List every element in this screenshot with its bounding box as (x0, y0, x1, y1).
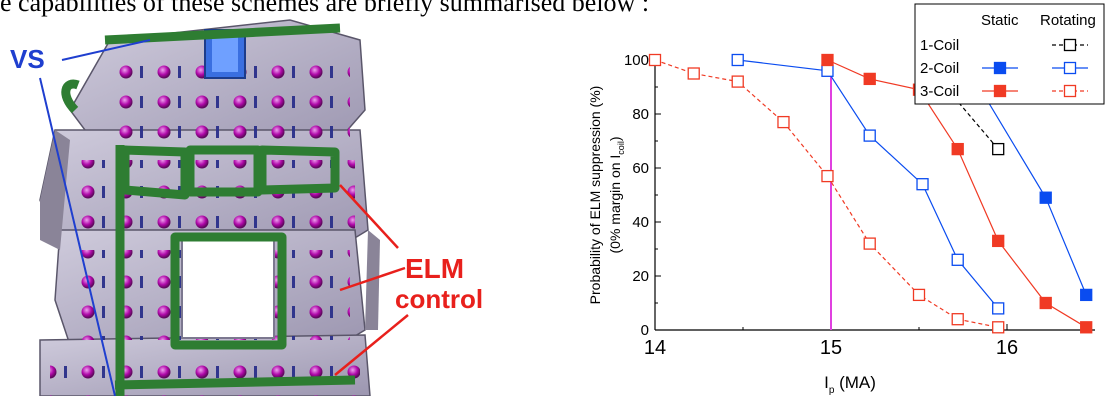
point-3-coil-rotating (992, 321, 1005, 334)
point-3-coil-static (821, 53, 834, 67)
top-module-inner (212, 36, 238, 72)
elm-arrow-lower (334, 314, 409, 376)
legend-swatch-3-coil-static-marker (993, 84, 1007, 98)
x-tick-label: 14 (644, 337, 666, 359)
legend-row-1-coil: 1-Coil (920, 37, 959, 54)
point-3-coil-rotating (821, 169, 834, 183)
legend-row-3-coil: 3-Coil (920, 83, 959, 100)
point-2-coil-rotating (863, 129, 876, 142)
coil-upper-right (257, 145, 340, 195)
point-2-coil-rotating (821, 64, 834, 77)
point-3-coil-static (992, 234, 1005, 248)
elm-arrow-mid (339, 266, 406, 292)
control-label: control (395, 284, 483, 314)
legend-swatch-3-coil-rotating-marker (1063, 84, 1077, 98)
point-2-coil-static (1080, 288, 1093, 302)
legend-row-2-coil: 2-Coil (920, 60, 959, 77)
legend-header-static: Static (981, 12, 1019, 29)
point-3-coil-static (1039, 296, 1052, 310)
point-2-coil-static (1039, 191, 1052, 204)
series-line-2-coil-rotating (737, 59, 999, 309)
coil-loop-end (61, 79, 80, 114)
x-axis-label: Ip (MA) (824, 373, 876, 396)
point-2-coil-rotating (992, 302, 1005, 315)
vs-label: VS (10, 44, 45, 74)
point-1-coil-rotating (992, 142, 1005, 156)
point-3-coil-rotating (648, 53, 662, 67)
y-tick-label: 40 (632, 214, 649, 231)
bolt-field-mid (70, 160, 355, 245)
port-opening (181, 239, 275, 339)
point-3-coil-rotating (863, 237, 876, 250)
legend-swatch-2-coil-static-marker (993, 61, 1007, 75)
point-3-coil-rotating (912, 288, 926, 302)
caption-text: e capabilities of these schemes are brie… (0, 0, 650, 17)
vs-arrow-lower (39, 77, 116, 396)
legend-swatch-1-coil-rotating-marker (1063, 38, 1077, 52)
x-tick-label: 15 (820, 337, 842, 359)
point-3-coil-rotating (731, 75, 744, 88)
elm-suppression-chart: 0 20 40 60 80 100 14 15 16 Probability of ELM su… (587, 3, 1105, 396)
bolt-field-bottom (50, 350, 360, 396)
vessel-left-flange (40, 130, 70, 250)
legend: Static Rotating 1-Coil 2-Coil 3-Coil (914, 3, 1105, 105)
coil-bottom (114, 375, 356, 390)
point-3-coil-rotating (687, 67, 700, 80)
elm-label: ELM (405, 253, 464, 284)
coil-upper-left (120, 145, 190, 200)
y-axis-label-line2: (0% margin on Icoil) (607, 136, 626, 253)
point-3-coil-static (951, 142, 964, 156)
point-2-coil-rotating (731, 53, 744, 67)
point-3-coil-static (1080, 321, 1093, 334)
elm-coils (61, 23, 356, 396)
legend-swatch-2-coil-rotating-marker (1063, 61, 1077, 75)
y-axis-label-line1: Probability of ELM suppression (%) (587, 86, 603, 305)
point-2-coil-rotating (916, 178, 929, 191)
vessel-coil-illustration: VS ELM control (10, 19, 483, 396)
legend-header-rotating: Rotating (1040, 12, 1096, 29)
x-tick-label: 16 (996, 337, 1018, 359)
point-2-coil-rotating (951, 253, 964, 266)
series-line-1-coil-rotating (922, 59, 999, 150)
coil-port-loop (170, 232, 287, 350)
y-tick-label: 60 (632, 160, 649, 177)
y-tick-label: 80 (632, 106, 649, 123)
vs-arrow-upper (61, 39, 151, 61)
point-3-coil-rotating (951, 313, 964, 326)
elm-arrow-upper (339, 184, 399, 249)
point-3-coil-static (863, 72, 876, 86)
y-tick-label: 20 (632, 268, 649, 285)
y-tick-label: 100 (624, 52, 649, 69)
y-tick-label: 0 (641, 322, 649, 339)
point-3-coil-rotating (777, 115, 790, 129)
coil-top (104, 23, 341, 45)
